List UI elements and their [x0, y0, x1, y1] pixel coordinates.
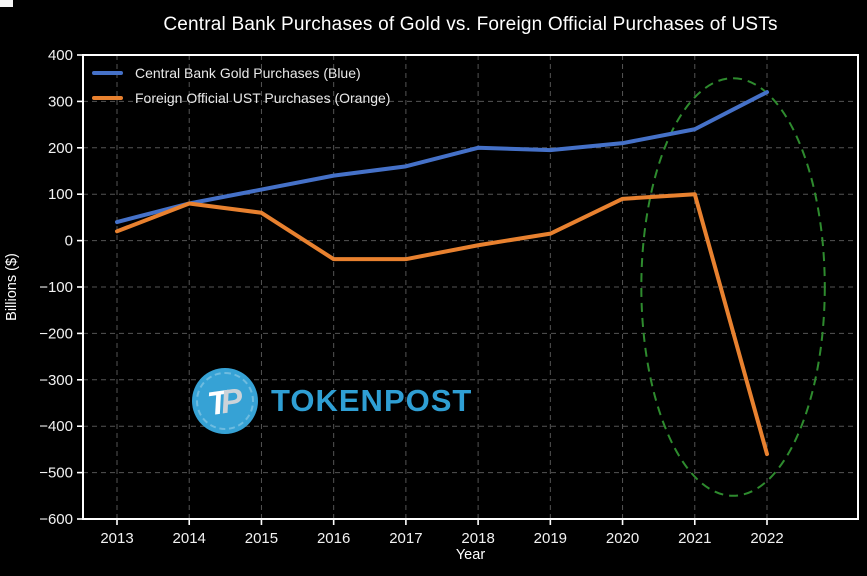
y-axis-label: Billions ($) [4, 253, 20, 321]
y-tick-label: −300 [39, 372, 73, 389]
y-tick-label: 400 [48, 47, 73, 64]
y-tick-label: −600 [39, 511, 73, 528]
legend-item-ust: Foreign Official UST Purchases (Orange) [92, 85, 390, 110]
x-tick-label: 2013 [100, 530, 133, 547]
x-axis-label: Year [455, 547, 486, 563]
y-tick-label: 100 [48, 186, 73, 203]
x-tick-label: 2018 [461, 530, 494, 547]
logo-monogram: T P [188, 364, 263, 439]
legend: Central Bank Gold Purchases (Blue) Forei… [92, 60, 390, 110]
y-tick-label: −400 [39, 418, 73, 435]
y-tick-label: 200 [48, 140, 73, 157]
x-tick-label: 2019 [534, 530, 567, 547]
tokenpost-logo-icon: T P [192, 368, 258, 434]
tokenpost-watermark: T P TOKENPOST [192, 368, 472, 434]
y-tick-label: −100 [39, 279, 73, 296]
x-tick-label: 2021 [678, 530, 711, 547]
x-tick-label: 2015 [245, 530, 278, 547]
tokenpost-brand-text: TOKENPOST [271, 383, 473, 418]
x-tick-label: 2020 [606, 530, 639, 547]
legend-item-gold: Central Bank Gold Purchases (Blue) [92, 60, 390, 85]
y-tick-label: −500 [39, 465, 73, 482]
x-tick-label: 2016 [317, 530, 350, 547]
y-tick-label: 300 [48, 93, 73, 110]
legend-swatch-gold-line [92, 70, 123, 75]
y-tick-label: 0 [65, 233, 73, 250]
logo-monogram-p: P [218, 380, 245, 420]
x-tick-label: 2017 [389, 530, 422, 547]
legend-swatch-ust-line [92, 95, 123, 100]
x-tick-label: 2022 [750, 530, 783, 547]
series-line-ust [115, 192, 769, 457]
image-corner-artifact [0, 0, 13, 7]
series-line-gold [115, 90, 769, 225]
logo-dashed-ring [196, 372, 254, 430]
legend-label-ust: Foreign Official UST Purchases (Orange) [135, 89, 391, 106]
y-tick-label: −200 [39, 325, 73, 342]
x-tick-label: 2014 [173, 530, 206, 547]
legend-label-gold: Central Bank Gold Purchases (Blue) [135, 64, 361, 81]
chart-title: Central Bank Purchases of Gold vs. Forei… [163, 14, 778, 35]
annotation-ellipse [640, 77, 826, 497]
